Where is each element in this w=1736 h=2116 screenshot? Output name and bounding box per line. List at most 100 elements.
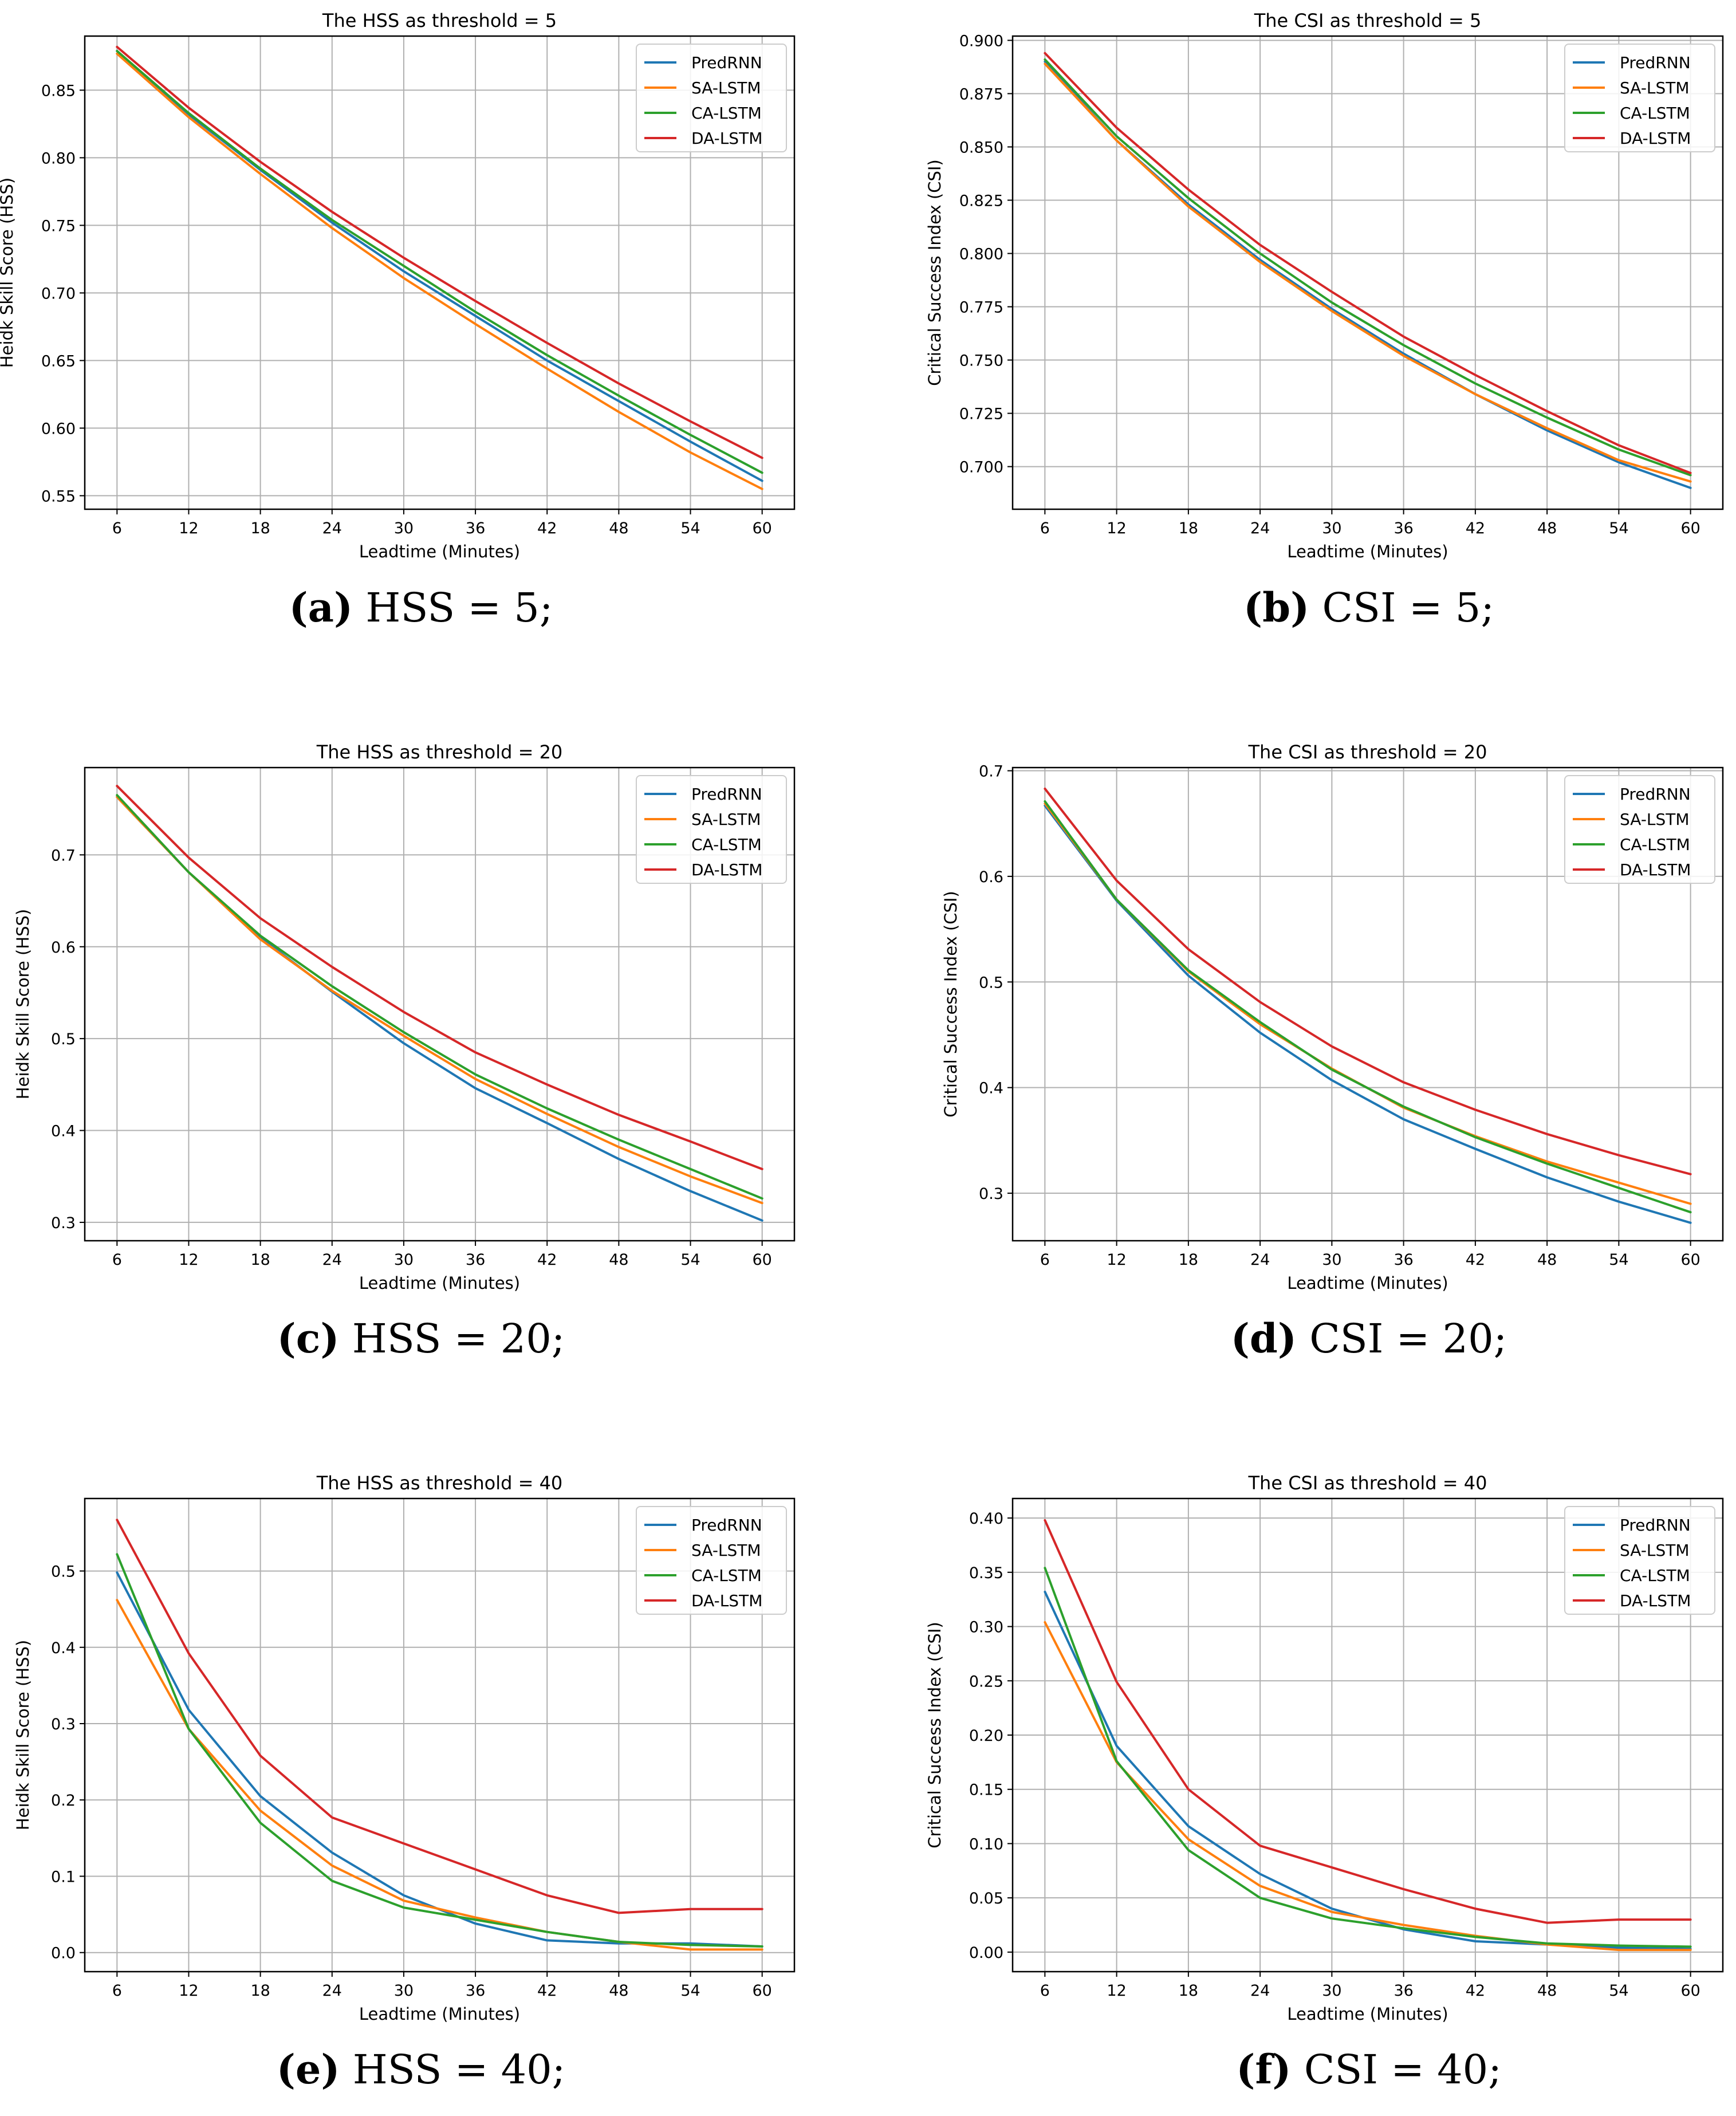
y-tick-label: 0.40 <box>969 1510 1003 1528</box>
y-tick-label: 0.750 <box>959 352 1003 370</box>
y-tick-label: 0.900 <box>959 32 1003 50</box>
y-tick-label: 0.3 <box>51 1716 76 1733</box>
y-tick-label: 0.25 <box>969 1673 1003 1690</box>
x-tick-label: 36 <box>466 520 485 537</box>
x-axis-label: Leadtime (Minutes) <box>359 1273 520 1293</box>
x-tick-label: 12 <box>179 520 198 537</box>
series-line-da-lstm <box>116 45 763 459</box>
panel-caption: (b) CSI = 5; <box>1243 584 1494 631</box>
legend-box <box>636 1506 787 1615</box>
y-tick-label: 0.15 <box>969 1781 1003 1799</box>
x-tick-label: 24 <box>322 1982 342 2000</box>
legend-entry: DA-LSTM <box>1620 860 1691 879</box>
x-tick-label: 54 <box>1609 1251 1628 1269</box>
x-axis-label: Leadtime (Minutes) <box>1287 2004 1448 2024</box>
legend-entry: CA-LSTM <box>1620 835 1690 854</box>
x-tick-label: 30 <box>1322 1251 1341 1269</box>
y-tick-label: 0.20 <box>969 1727 1003 1745</box>
x-axis-label: Leadtime (Minutes) <box>1287 542 1448 561</box>
chart-title: The CSI as threshold = 20 <box>1248 741 1487 763</box>
chart-title: The HSS as threshold = 40 <box>316 1472 563 1494</box>
x-tick-label: 48 <box>1537 1982 1557 2000</box>
legend-box <box>636 44 787 152</box>
legend-entry: PredRNN <box>1620 785 1691 804</box>
series-line-ca-lstm <box>116 1553 763 1948</box>
x-tick-label: 36 <box>466 1251 485 1269</box>
legend-entry: PredRNN <box>1620 53 1691 72</box>
caption-letter: (e) <box>277 2046 340 2093</box>
series-line-ca-lstm <box>1044 1567 1692 1948</box>
legend-box <box>636 775 787 884</box>
y-tick-label: 0.30 <box>969 1619 1003 1637</box>
y-tick-label: 0.725 <box>959 406 1003 423</box>
series-line-sa-lstm <box>116 796 763 1205</box>
x-tick-label: 18 <box>250 1251 270 1269</box>
y-tick-label: 0.3 <box>979 1185 1003 1203</box>
x-tick-label: 12 <box>1107 520 1126 537</box>
y-tick-label: 0.1 <box>51 1868 76 1886</box>
y-tick-label: 0.0 <box>51 1945 76 1962</box>
series-line-sa-lstm <box>1044 62 1692 483</box>
caption-text: CSI = 5; <box>1309 584 1494 631</box>
x-tick-label: 54 <box>680 1251 700 1269</box>
y-tick-label: 0.3 <box>51 1214 76 1232</box>
y-tick-label: 0.700 <box>959 459 1003 477</box>
legend-entry: CA-LSTM <box>691 835 762 854</box>
plot-frame <box>1011 766 1724 1242</box>
x-tick-label: 18 <box>1179 520 1198 537</box>
y-tick-label: 0.60 <box>41 420 76 438</box>
legend-box <box>1564 775 1715 884</box>
x-tick-label: 6 <box>1040 1251 1050 1269</box>
y-tick-label: 0.4 <box>979 1080 1003 1098</box>
x-tick-label: 24 <box>1250 1982 1270 2000</box>
chart-panel-c: 6 12 18 24 30 36 42 48 54 60 0.3 0.4 0.5 0.6 0.7 The HS… <box>13 741 796 1293</box>
panel-caption: (c) HSS = 20; <box>277 1315 565 1362</box>
series-line-predrnn <box>1044 1590 1692 1950</box>
y-tick-label: 0.05 <box>969 1890 1003 1907</box>
x-tick-label: 18 <box>250 520 270 537</box>
series-line-sa-lstm <box>116 1599 763 1951</box>
x-tick-label: 12 <box>179 1251 198 1269</box>
x-tick-label: 6 <box>1040 1982 1050 2000</box>
legend-entry: SA-LSTM <box>1620 78 1690 97</box>
x-tick-label: 24 <box>1250 520 1270 537</box>
x-tick-label: 48 <box>609 520 628 537</box>
y-tick-label: 0.775 <box>959 299 1003 317</box>
legend-entry: SA-LSTM <box>691 810 761 829</box>
legend: PredRNN SA-LSTM CA-LSTM DA-LSTM <box>636 775 787 884</box>
y-axis-label: Heidk Skill Score (HSS) <box>13 909 33 1099</box>
y-tick-label: 0.7 <box>979 763 1003 781</box>
x-tick-label: 12 <box>1107 1251 1126 1269</box>
caption-letter: (b) <box>1243 584 1309 631</box>
legend-entry: PredRNN <box>691 785 762 804</box>
y-tick-label: 0.7 <box>51 847 76 864</box>
legend: PredRNN SA-LSTM CA-LSTM DA-LSTM <box>1564 775 1715 884</box>
y-tick-label: 0.65 <box>41 352 76 370</box>
legend-entry: DA-LSTM <box>691 129 762 148</box>
series-line-ca-lstm <box>1044 800 1692 1214</box>
x-tick-label: 60 <box>753 520 772 537</box>
y-tick-label: 0.5 <box>979 974 1003 992</box>
y-tick-label: 0.80 <box>41 150 76 167</box>
chart-title: The CSI as threshold = 40 <box>1248 1472 1487 1494</box>
x-tick-label: 60 <box>753 1251 772 1269</box>
legend-entry: PredRNN <box>1620 1516 1691 1535</box>
legend-entry: PredRNN <box>691 53 762 72</box>
x-tick-label: 60 <box>1680 1982 1700 2000</box>
x-axis-label: Leadtime (Minutes) <box>359 2004 520 2024</box>
y-tick-label: 0.6 <box>979 868 1003 886</box>
x-tick-label: 36 <box>1393 1251 1413 1269</box>
legend-entry: PredRNN <box>691 1516 762 1535</box>
panel-caption: (a) HSS = 5; <box>289 584 553 631</box>
x-tick-label: 30 <box>394 1251 414 1269</box>
x-tick-label: 60 <box>1680 520 1700 537</box>
legend-box <box>1564 44 1715 152</box>
caption-letter: (c) <box>277 1315 340 1362</box>
x-tick-label: 42 <box>537 520 557 537</box>
plot-frame <box>1011 35 1724 510</box>
caption-letter: (f) <box>1236 2046 1291 2093</box>
series-line-ca-lstm <box>116 794 763 1200</box>
y-axis-label: Heidk Skill Score (HSS) <box>13 1640 33 1830</box>
series-line-predrnn <box>116 1571 763 1948</box>
